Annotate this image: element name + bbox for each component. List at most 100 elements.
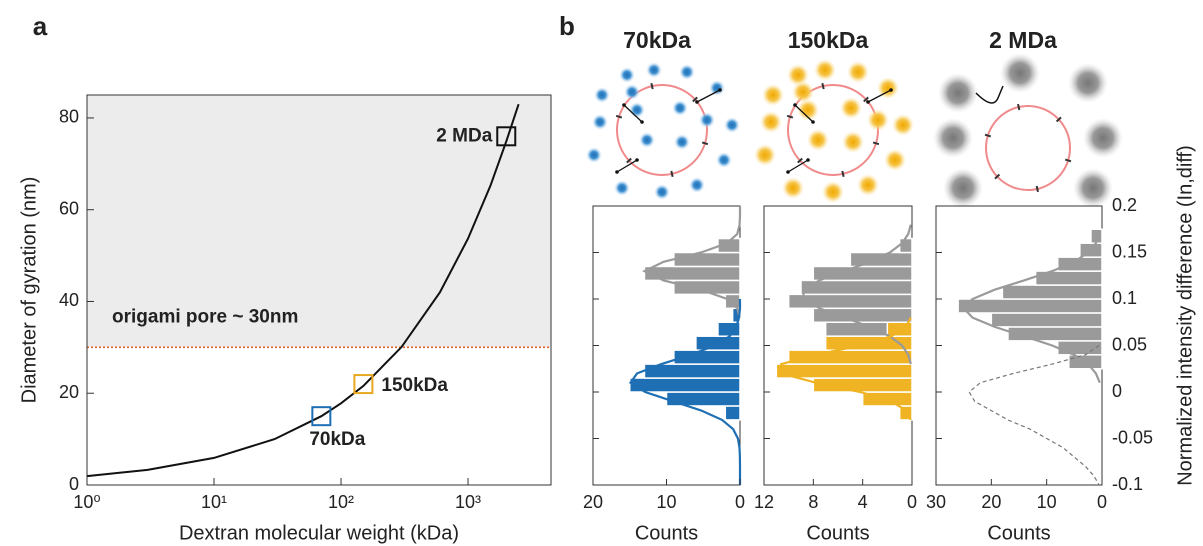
x-tick-label: 12 bbox=[754, 492, 774, 512]
molecule bbox=[1073, 168, 1113, 208]
x-axis-label: Counts bbox=[635, 522, 698, 544]
y-tick-label: 60 bbox=[59, 198, 79, 218]
y-tick-label: -0.05 bbox=[1112, 427, 1153, 447]
histogram-bar bbox=[900, 239, 912, 253]
molecule bbox=[782, 177, 804, 199]
molecule bbox=[679, 64, 695, 80]
arrow-head bbox=[786, 170, 790, 174]
histogram-bar bbox=[850, 253, 912, 267]
molecule bbox=[716, 152, 732, 168]
molecule bbox=[592, 114, 608, 130]
molecule bbox=[674, 134, 690, 150]
arrow-head bbox=[793, 103, 797, 107]
y-tick-label: 0.05 bbox=[1112, 334, 1147, 354]
molecule bbox=[857, 174, 879, 196]
y-tick-label: 0 bbox=[69, 474, 79, 494]
molecule bbox=[624, 84, 640, 100]
molecule bbox=[847, 61, 869, 83]
molecule bbox=[938, 73, 978, 113]
x-tick-label: 4 bbox=[858, 492, 868, 512]
molecule bbox=[594, 87, 610, 103]
molecule bbox=[639, 132, 655, 148]
x-tick-label: 8 bbox=[808, 492, 818, 512]
molecule bbox=[884, 149, 906, 171]
x-tick-label: 10 bbox=[656, 492, 676, 512]
histogram-bar bbox=[776, 364, 912, 378]
arrow-head bbox=[806, 158, 810, 162]
molecule bbox=[614, 180, 630, 196]
histogram-bar bbox=[958, 299, 1102, 313]
x-axis-label: Counts bbox=[806, 522, 869, 544]
panel-label: a bbox=[33, 11, 48, 41]
x-tick-label: 10³ bbox=[455, 492, 481, 512]
x-axis-label: Counts bbox=[987, 522, 1050, 544]
threshold-label: origami pore ~ 30nm bbox=[112, 306, 298, 327]
x-tick-label: 10¹ bbox=[201, 492, 227, 512]
pore-staple bbox=[787, 116, 793, 118]
x-tick-label: 10² bbox=[328, 492, 354, 512]
diffusion-arrow bbox=[697, 90, 720, 102]
pore-staple bbox=[651, 83, 652, 89]
pore-staple bbox=[671, 171, 672, 177]
pore-staple bbox=[1065, 160, 1071, 162]
molecule bbox=[792, 81, 814, 103]
marker-label: 2 MDa bbox=[436, 125, 492, 146]
histogram-bar bbox=[725, 294, 740, 308]
x-tick-label: 10⁰ bbox=[73, 492, 100, 512]
x-tick-label: 30 bbox=[926, 492, 946, 512]
molecule bbox=[814, 59, 836, 81]
pore-staple bbox=[702, 142, 708, 144]
x-tick-label: 0 bbox=[735, 492, 745, 512]
histogram-bar bbox=[725, 406, 740, 420]
histogram-bar bbox=[1008, 327, 1102, 341]
molecule bbox=[1000, 53, 1040, 93]
y-tick-label: 80 bbox=[59, 107, 79, 127]
y-tick-label: 0.2 bbox=[1112, 195, 1137, 215]
x-tick-label: 0 bbox=[1097, 492, 1107, 512]
arrow-head bbox=[811, 120, 815, 124]
molecule bbox=[619, 67, 635, 83]
molecule bbox=[842, 131, 864, 153]
panel-label: b bbox=[559, 11, 575, 41]
marker-label: 150kDa bbox=[381, 375, 448, 396]
molecule bbox=[1068, 63, 1108, 103]
bounce-arrow bbox=[976, 86, 1003, 103]
arrow-head bbox=[889, 88, 893, 92]
pore-staple bbox=[873, 142, 879, 144]
panel-title: 2 MDa bbox=[989, 27, 1057, 53]
molecule bbox=[709, 80, 725, 96]
y-tick-label: -0.1 bbox=[1112, 474, 1143, 494]
arrow-head bbox=[615, 170, 619, 174]
molecule bbox=[762, 84, 784, 106]
molecule bbox=[586, 147, 602, 163]
molecule bbox=[646, 62, 662, 78]
pore-staple bbox=[1037, 186, 1038, 192]
molecule bbox=[760, 111, 782, 133]
histogram-bar bbox=[630, 378, 740, 392]
histogram-bar bbox=[1058, 341, 1102, 355]
y-axis-label: Normalized intensity difference (In,diff… bbox=[1174, 145, 1196, 486]
molecule bbox=[689, 177, 705, 193]
x-tick-label: 10 bbox=[1037, 492, 1057, 512]
x-tick-label: 0 bbox=[907, 492, 917, 512]
molecule bbox=[1083, 118, 1123, 158]
arrow-head bbox=[718, 88, 722, 92]
molecule bbox=[672, 100, 688, 116]
histogram-bar bbox=[1002, 285, 1102, 299]
molecule bbox=[629, 102, 645, 118]
marker-label: 70kDa bbox=[309, 429, 365, 450]
arrow-head bbox=[635, 158, 639, 162]
molecule bbox=[654, 184, 670, 200]
pore-staple bbox=[616, 116, 622, 118]
x-tick-label: 20 bbox=[583, 492, 603, 512]
arrow-head bbox=[866, 100, 870, 104]
figure: aorigami pore ~ 30nm10⁰10¹10²10³02040608… bbox=[0, 0, 1203, 546]
arrow-head bbox=[640, 120, 644, 124]
molecule bbox=[867, 109, 889, 131]
pore-staple bbox=[842, 171, 843, 177]
x-tick-label: 20 bbox=[981, 492, 1001, 512]
pore-ring bbox=[986, 106, 1070, 190]
pore-staple bbox=[1018, 104, 1019, 110]
y-tick-label: 0.1 bbox=[1112, 288, 1137, 308]
molecule bbox=[699, 112, 715, 128]
